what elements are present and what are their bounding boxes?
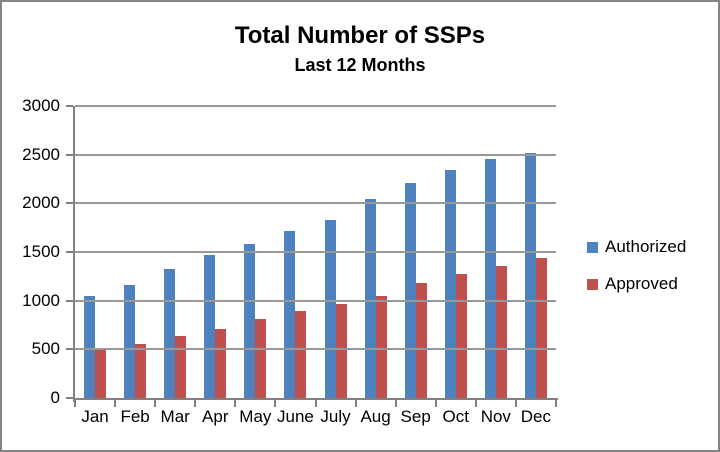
- bar-approved-may: [255, 319, 267, 398]
- legend-swatch-authorized: [587, 241, 598, 253]
- y-axis-tick-mark: [66, 348, 73, 350]
- bar-approved-jan: [95, 349, 107, 398]
- bar-group-feb: [115, 106, 155, 398]
- bar-group-dec: [516, 106, 556, 398]
- x-axis-tick-label-sep: Sep: [400, 407, 431, 426]
- x-axis-tick-mark: [515, 400, 517, 407]
- gridline-y-500: [75, 348, 556, 350]
- y-axis-tick-label-2500: 2500: [22, 145, 60, 164]
- gridline-y-2000: [75, 202, 556, 204]
- x-axis-tick-label-apr: Apr: [202, 407, 229, 426]
- x-axis-tick-label-mar: Mar: [160, 407, 190, 426]
- chart-title: Total Number of SSPs: [234, 22, 486, 49]
- bar-authorized-jan: [84, 296, 96, 398]
- legend: Authorized Approved: [587, 237, 686, 294]
- x-axis-tick-label-aug: Aug: [360, 407, 391, 426]
- bar-approved-aug: [375, 296, 387, 398]
- gridline-y-2500: [75, 154, 556, 156]
- bar-group-jan: [75, 106, 115, 398]
- legend-label-approved: Approved: [605, 274, 678, 293]
- bar-authorized-june: [284, 231, 296, 398]
- bar-authorized-aug: [364, 199, 376, 398]
- legend-entry-authorized: Authorized: [587, 237, 686, 257]
- bar-authorized-mar: [164, 269, 176, 398]
- chart-subtitle: Last 12 Months: [294, 55, 426, 75]
- bar-approved-oct: [455, 274, 467, 398]
- bar-approved-nov: [495, 266, 507, 398]
- bar-authorized-feb: [124, 285, 136, 398]
- bar-approved-sep: [415, 283, 427, 398]
- x-axis-tick-label-nov: Nov: [480, 407, 511, 426]
- x-axis-tick-mark: [475, 400, 477, 407]
- x-axis-tick-mark: [114, 400, 116, 407]
- y-axis-tick-mark: [66, 154, 73, 156]
- y-axis-tick-label-1000: 1000: [22, 291, 60, 310]
- bar-group-mar: [155, 106, 195, 398]
- y-axis-tick-label-3000: 3000: [22, 96, 60, 115]
- bar-approved-apr: [215, 329, 227, 398]
- bar-group-apr: [195, 106, 235, 398]
- y-axis-tick-mark: [66, 397, 73, 399]
- x-axis-tick-label-dec: Dec: [520, 407, 552, 426]
- bar-approved-mar: [175, 336, 187, 398]
- bar-approved-feb: [135, 344, 147, 398]
- y-axis-tick-mark: [66, 202, 73, 204]
- x-axis-tick-mark: [435, 400, 437, 407]
- bar-group-aug: [356, 106, 396, 398]
- x-axis-tick-mark: [194, 400, 196, 407]
- x-axis-tick-label-oct: Oct: [442, 407, 469, 426]
- bar-group-nov: [476, 106, 516, 398]
- x-axis-labels: Jan Feb Mar Apr May June July Aug Sep Oct Nov Dec: [75, 406, 556, 428]
- x-axis-line: [73, 398, 558, 400]
- bar-authorized-apr: [204, 255, 216, 398]
- x-axis-tick-mark: [555, 400, 557, 407]
- y-axis-line: [73, 106, 75, 402]
- x-axis-tick-label-jan: Jan: [81, 407, 109, 426]
- legend-entry-approved: Approved: [587, 274, 686, 294]
- plot-area: [75, 105, 556, 398]
- x-axis-tick-mark: [315, 400, 317, 407]
- y-axis-tick-mark: [66, 105, 73, 107]
- bar-group-oct: [436, 106, 476, 398]
- legend-swatch-approved: [587, 278, 598, 290]
- bar-approved-dec: [535, 258, 547, 398]
- x-axis-tick-label-july: July: [320, 407, 351, 426]
- bar-authorized-may: [244, 244, 256, 398]
- bar-group-sep: [396, 106, 436, 398]
- x-axis-tick-mark: [355, 400, 357, 407]
- y-axis-tick-mark: [66, 300, 73, 302]
- x-axis-tick-label-may: May: [239, 407, 272, 426]
- bars-layer: [75, 106, 556, 398]
- y-axis-tick-label-2000: 2000: [22, 193, 60, 212]
- y-axis-tick-label-500: 500: [31, 339, 60, 358]
- bar-authorized-oct: [444, 170, 456, 398]
- legend-label-authorized: Authorized: [605, 237, 687, 256]
- x-axis-tick-mark: [395, 400, 397, 407]
- gridline-y-1000: [75, 300, 556, 302]
- bar-authorized-dec: [524, 153, 536, 398]
- bar-authorized-july: [324, 220, 336, 398]
- x-axis-tick-label-feb: Feb: [120, 407, 150, 426]
- y-axis-labels: 0 500 1000 1500 2000 2500 3000: [2, 96, 60, 407]
- x-axis-tick-mark: [234, 400, 236, 407]
- y-axis-tick-mark: [66, 251, 73, 253]
- bar-approved-july: [335, 304, 347, 398]
- y-axis-tick-label-0: 0: [50, 388, 60, 407]
- x-axis-tick-mark: [74, 400, 76, 407]
- x-axis-tick-mark: [154, 400, 156, 407]
- x-axis-tick-label-june: June: [276, 407, 314, 426]
- gridline-y-1500: [75, 251, 556, 253]
- x-axis-tick-mark: [274, 400, 276, 407]
- bar-approved-june: [295, 311, 307, 398]
- bar-group-may: [235, 106, 275, 398]
- bar-authorized-nov: [484, 159, 496, 398]
- bar-group-july: [315, 106, 355, 398]
- bar-group-june: [275, 106, 315, 398]
- y-axis-tick-label-1500: 1500: [22, 242, 60, 261]
- bar-authorized-sep: [404, 183, 416, 398]
- gridline-y-3000: [75, 105, 556, 107]
